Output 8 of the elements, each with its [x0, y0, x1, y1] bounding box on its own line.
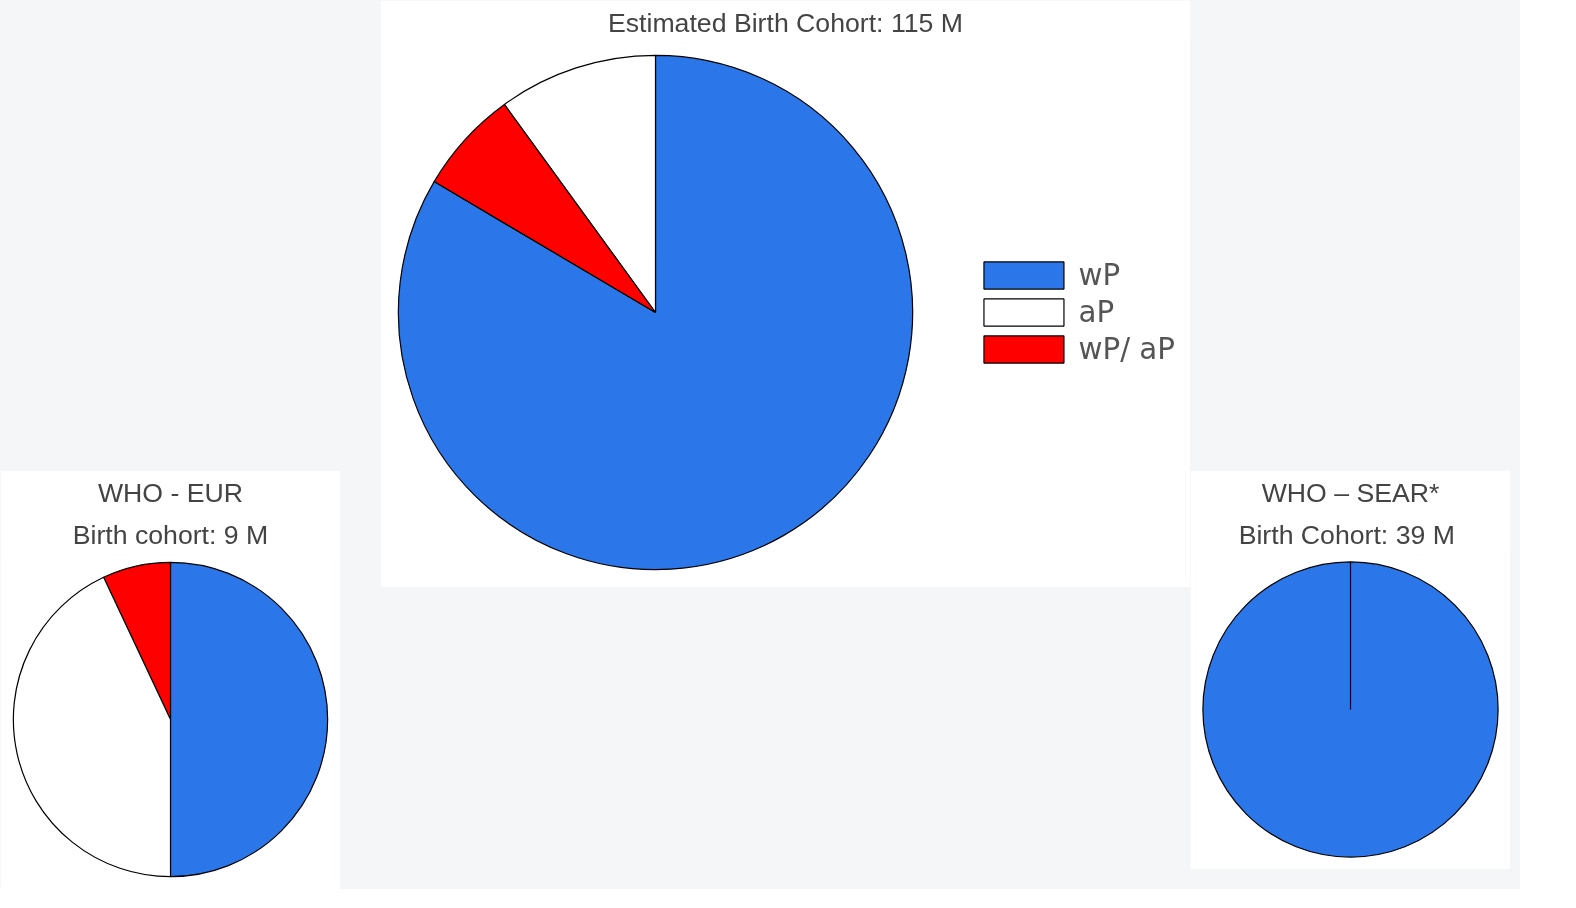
- chart-title: Estimated Birth Cohort: 115 M: [607, 7, 964, 38]
- chart-subtitle: Birth Cohort: 39 M: [1238, 519, 1455, 550]
- chart-subtitle: Birth cohort: 9 M: [72, 519, 269, 550]
- chart-title: WHO – SEAR*: [1261, 477, 1440, 508]
- legend-label: aP: [1078, 295, 1115, 329]
- legend-label: wP: [1078, 258, 1121, 292]
- legend-label: wP/ aP: [1078, 332, 1175, 366]
- chart-title: WHO - EUR: [97, 477, 244, 508]
